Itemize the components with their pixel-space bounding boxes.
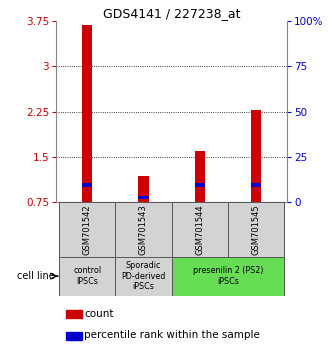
Text: GSM701545: GSM701545 [251,204,261,255]
Bar [172,202,228,257]
Bar [115,202,172,257]
Text: GSM701542: GSM701542 [82,204,92,255]
Bar [195,183,205,187]
Text: GSM701543: GSM701543 [139,204,148,255]
Bar [251,183,261,187]
Bar [66,310,82,318]
Text: presenilin 2 (PS2)
iPSCs: presenilin 2 (PS2) iPSCs [193,267,263,286]
Bar [172,257,284,296]
Bar [59,202,115,257]
Title: GDS4141 / 227238_at: GDS4141 / 227238_at [103,7,240,20]
Bar [195,151,205,202]
Bar [82,183,92,187]
Text: cell line: cell line [16,271,54,281]
Text: count: count [84,309,114,319]
Bar [251,110,261,202]
Text: control
IPSCs: control IPSCs [73,267,101,286]
Bar [66,332,82,340]
Text: percentile rank within the sample: percentile rank within the sample [84,330,260,341]
Bar [228,202,284,257]
Bar [115,257,172,296]
Bar [82,25,92,202]
Bar [138,176,148,202]
Bar [138,196,148,199]
Text: Sporadic
PD-derived
iPSCs: Sporadic PD-derived iPSCs [121,261,166,291]
Text: GSM701544: GSM701544 [195,204,204,255]
Bar [59,257,115,296]
